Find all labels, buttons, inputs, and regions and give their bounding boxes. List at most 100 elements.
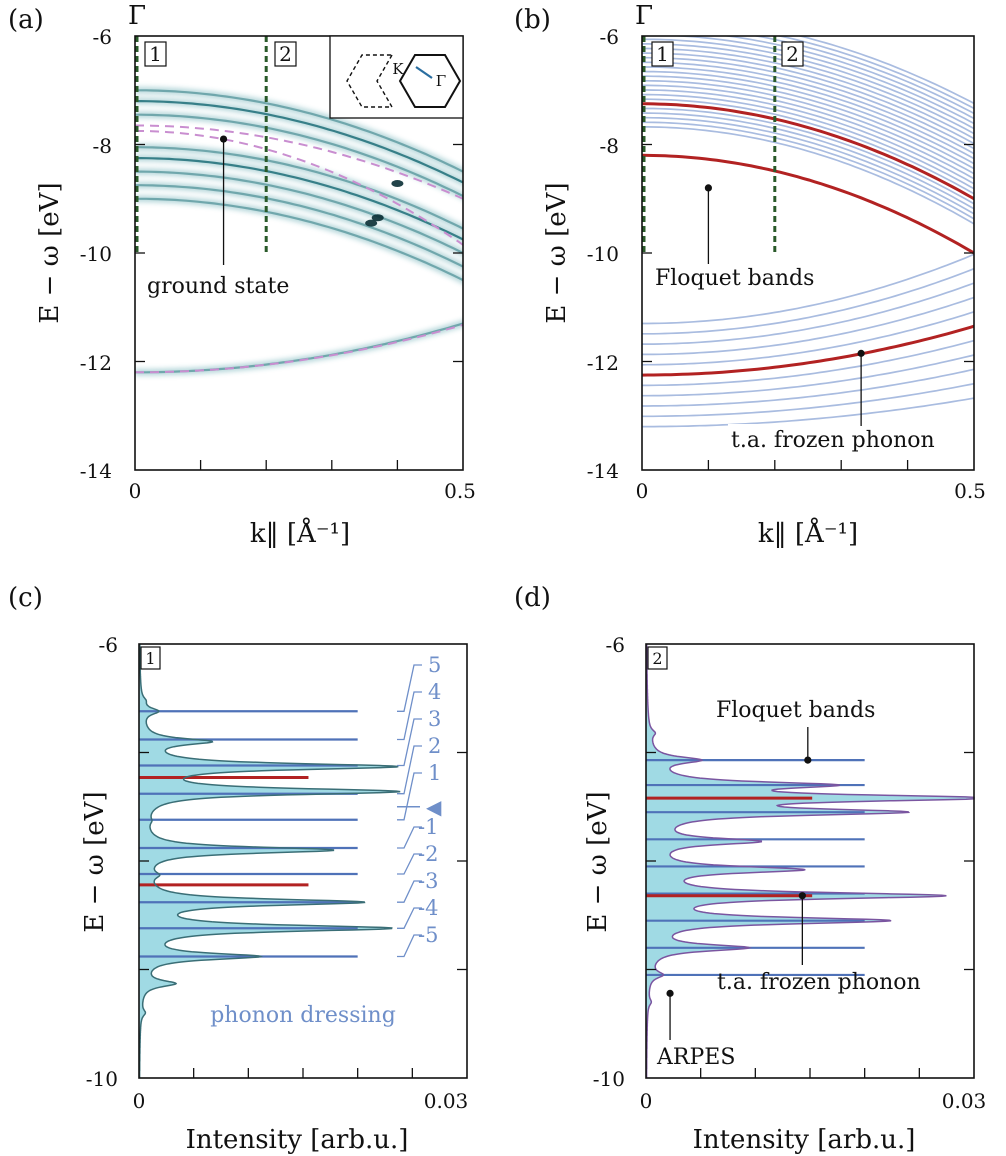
d-annotation-frozen: t.a. frozen phonon <box>717 970 921 995</box>
d-spectrum-outline <box>645 644 975 1078</box>
c-xlabel: Intensity [arb.u.] <box>186 1125 409 1155</box>
b-floquet-band-upper-19 <box>642 38 974 130</box>
d-marker: 2 <box>652 649 662 668</box>
c-dressing-connector--3 <box>397 880 422 903</box>
d-ytick-1: -10 <box>593 1067 625 1091</box>
b-annotation-pointers <box>704 184 865 426</box>
a-spectral-band-5 <box>135 170 463 255</box>
b-floquet-band-upper-3 <box>642 112 974 210</box>
a-ytick-1: -8 <box>93 134 112 158</box>
a-spectral-band-0 <box>135 89 463 173</box>
d-xlabel: Intensity [arb.u.] <box>693 1125 916 1155</box>
b-floquet-band-upper-1 <box>642 121 974 220</box>
b-marker-2: 2 <box>786 42 799 66</box>
d-xtick-1: 0.03 <box>942 1089 987 1113</box>
b-floquet-band-lower-7 <box>642 296 974 356</box>
a-marker-2: 2 <box>279 42 292 66</box>
b-floquet-band-upper-14 <box>642 61 974 155</box>
b-floquet-label-bg <box>652 262 836 292</box>
a-spectral-hotspot-0 <box>371 214 384 222</box>
c-ytick-1: -10 <box>86 1067 118 1091</box>
b-floquet-band-upper-6 <box>642 98 974 195</box>
d-pointer-dot-arpes <box>666 989 674 997</box>
b-floquet-band-upper-13 <box>642 66 974 160</box>
c-xtick-1: 0.03 <box>424 1089 469 1113</box>
c-dressing-label--1: -1 <box>418 815 438 839</box>
c-dressing-label--3: -3 <box>418 869 438 893</box>
c-dressing-connector-1 <box>397 772 422 821</box>
b-floquet-band-upper-12 <box>642 70 974 165</box>
a-spectral-band-1 <box>135 100 463 184</box>
a-spectral-band-7 <box>135 197 463 282</box>
c-dressing-connector-2 <box>397 745 422 795</box>
c-dressing-label-4: 4 <box>428 680 441 704</box>
a-xtick-1: 0.5 <box>444 479 476 503</box>
c-marker: 1 <box>145 649 155 668</box>
b-xtick-1: 0.5 <box>954 479 986 503</box>
panel-d-plot-area <box>645 644 975 1078</box>
a-marker-1: 1 <box>149 42 162 66</box>
panel-d-label: (d) <box>514 583 551 613</box>
c-dressing-label-2: 2 <box>428 734 441 758</box>
b-floquet-band-upper-17 <box>642 47 974 140</box>
b-floquet-band-lower-6 <box>642 310 974 366</box>
b-floquet-band-upper-7 <box>642 93 974 190</box>
b-floquet-band-lower-9 <box>642 267 974 335</box>
panel-c-label: (c) <box>8 583 43 613</box>
d-annotation-arpes: ARPES <box>656 1045 735 1070</box>
b-xtick-0: 0 <box>636 479 649 503</box>
c-ylabel: E − ω [eV] <box>80 791 110 932</box>
b-frozen-phonon-band-0 <box>642 102 974 201</box>
d-marker-box <box>647 646 668 670</box>
b-frozen-phonon-band-1 <box>642 153 974 255</box>
b-floquet-band-upper-16 <box>642 52 974 145</box>
b-floquet-band-upper-2 <box>642 116 974 215</box>
a-ytick-3: -12 <box>80 351 112 375</box>
a-ytick-0: -6 <box>93 25 112 49</box>
b-ytick-3: -12 <box>587 351 619 375</box>
panel-b-gamma: Γ <box>635 1 653 31</box>
panel-a-gamma: Γ <box>128 1 146 31</box>
a-spectral-band-3 <box>135 146 463 230</box>
a-inset-k: K <box>392 60 404 78</box>
c-dressing-label--4: -4 <box>418 896 438 920</box>
a-spectral-band-6 <box>135 184 463 268</box>
b-floquet-band-lower-5 <box>642 325 974 376</box>
b-floquet-band-upper-18 <box>642 43 974 135</box>
b-floquet-band-upper-8 <box>642 89 974 185</box>
a-xlabel: k‖ [Å⁻¹] <box>250 517 350 549</box>
b-annotation-frozen: t.a. frozen phonon <box>731 428 935 453</box>
panel-a-ticks <box>135 143 463 470</box>
panel-c-ticks <box>139 751 467 1078</box>
panel-d-ticks <box>646 751 974 1078</box>
a-dft-band-10 <box>135 129 463 247</box>
b-floquet-band-upper-23 <box>776 36 974 110</box>
b-floquet-band-lower-8 <box>642 282 974 345</box>
b-floquet-band-lower-10 <box>642 253 974 325</box>
panel-b: (b) Γ -6 -8 -10 -12 -14 0 0.5 k‖ [Å⁻¹] E… <box>514 1 986 549</box>
panel-b-label: (b) <box>514 5 551 35</box>
b-floquet-band-lower-0 <box>642 397 974 428</box>
a-spectral-hotspot-2 <box>365 219 378 227</box>
b-floquet-band-lower-3 <box>642 354 974 397</box>
b-floquet-band-lower-4 <box>642 339 974 387</box>
c-dressing-connector-5 <box>397 664 422 712</box>
a-dft-band-9 <box>135 124 463 200</box>
c-dressing-label--2: -2 <box>418 842 438 866</box>
d-ylabel: E − ω [eV] <box>583 791 613 932</box>
panel-a-plot-area <box>135 36 463 376</box>
b-ytick-2: -10 <box>587 242 619 266</box>
c-dressing-label--5: -5 <box>418 923 438 947</box>
d-annotation-pointers <box>666 727 812 1040</box>
b-marker-2-box <box>781 41 804 67</box>
b-ytick-1: -8 <box>600 134 619 158</box>
panel-a: (a) Γ -6 -8 -10 -12 -14 0 0.5 k‖ [Å⁻¹] E… <box>8 1 476 549</box>
a-inset-frame <box>329 35 464 119</box>
b-floquet-band-upper-22 <box>752 36 974 115</box>
a-spectral-band-8 <box>135 322 463 374</box>
b-floquet-band-upper-9 <box>642 84 974 180</box>
panel-c-plot-area <box>138 644 401 1078</box>
a-inset-gamma: Γ <box>436 72 446 90</box>
c-dressing-label-1: 1 <box>428 761 441 785</box>
panel-b-ticks <box>642 143 974 470</box>
